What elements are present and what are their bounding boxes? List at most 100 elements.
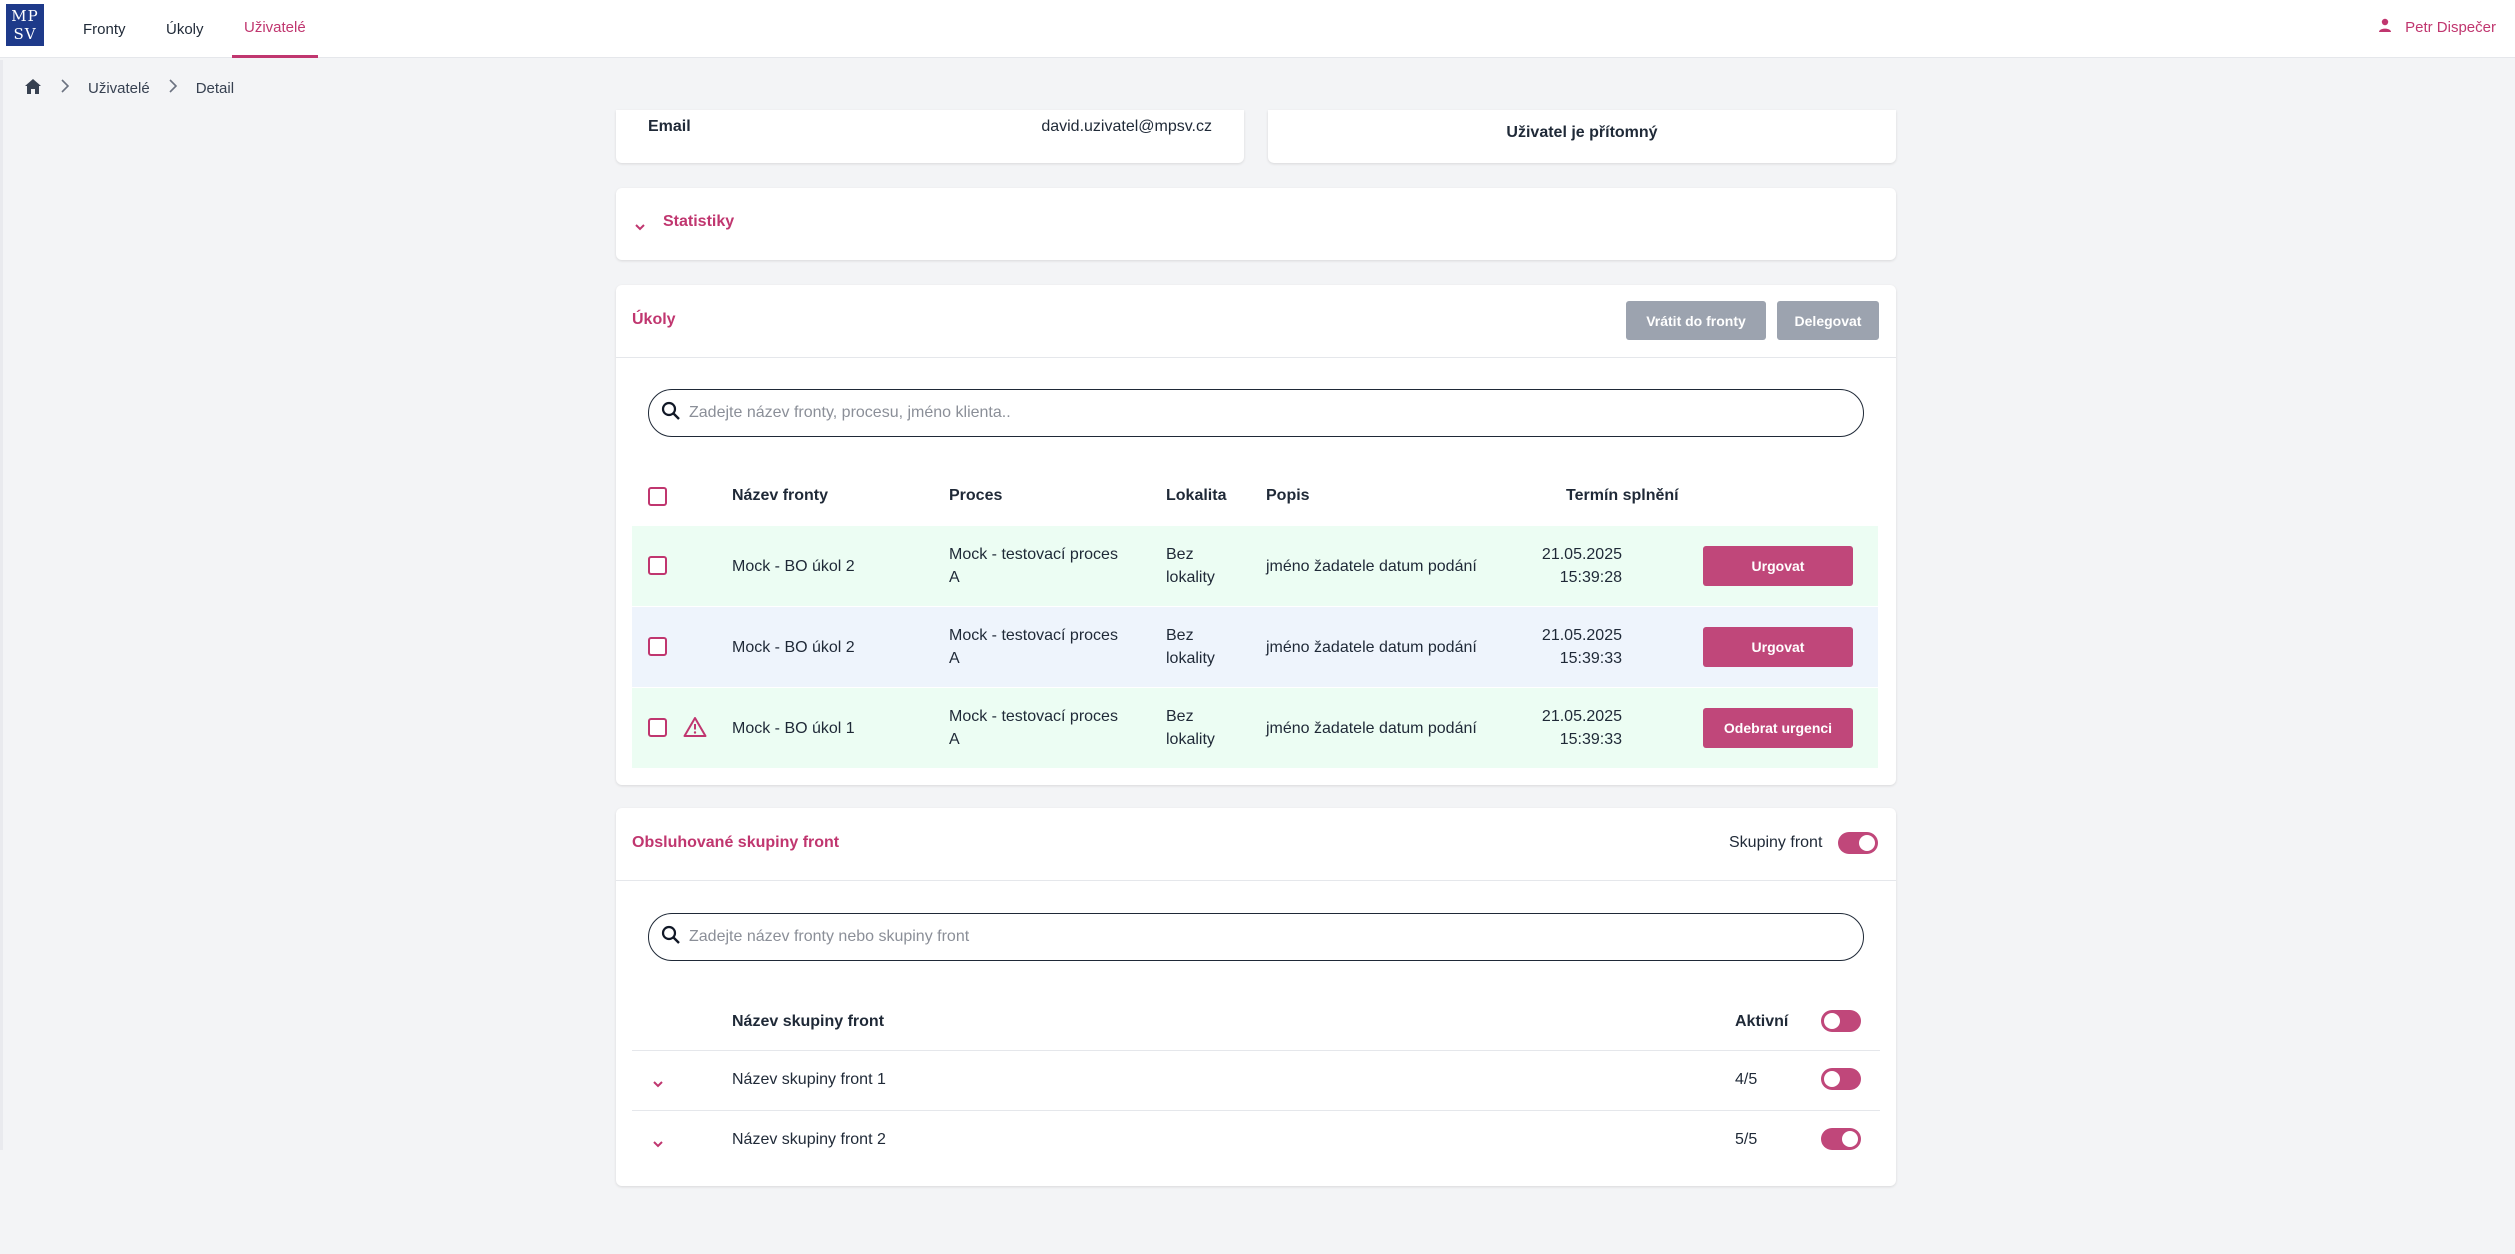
queue-name: Mock - BO úkol 1 <box>732 720 855 737</box>
deadline: 21.05.2025 15:39:33 <box>1502 705 1622 751</box>
deadline-date: 21.05.2025 <box>1541 627 1622 644</box>
process-line: Mock - testovací proces <box>949 627 1118 644</box>
divider <box>616 357 1896 358</box>
chevron-down-icon[interactable] <box>652 1075 664 1093</box>
column-header-active[interactable]: Aktivní <box>1735 1013 1789 1030</box>
group-search[interactable] <box>648 913 1864 961</box>
chevron-right-icon <box>168 79 178 97</box>
search-icon <box>661 925 681 950</box>
group-name: Název skupiny front 1 <box>732 1071 886 1088</box>
process-name: Mock - testovací proces A <box>949 624 1118 670</box>
locality-line: lokality <box>1166 731 1215 748</box>
group-search-input[interactable] <box>689 928 1839 946</box>
locality: Bez lokality <box>1166 543 1215 589</box>
select-all-checkbox[interactable] <box>648 487 667 506</box>
column-header-locality[interactable]: Lokalita <box>1166 487 1227 504</box>
group-active-toggle[interactable] <box>1821 1128 1861 1150</box>
locality-line: Bez <box>1166 546 1194 563</box>
table-row[interactable]: Mock - BO úkol 2 Mock - testovací proces… <box>632 526 1878 606</box>
nav-item-label: Uživatelé <box>244 19 306 36</box>
table-row[interactable]: Mock - BO úkol 1 Mock - testovací proces… <box>632 688 1878 768</box>
queue-groups-panel: Obsluhované skupiny front Skupiny front … <box>616 808 1896 1186</box>
logo-text-top: MP <box>11 7 39 25</box>
process-name: Mock - testovací proces A <box>949 705 1118 751</box>
queue-groups-toggle[interactable] <box>1838 832 1878 854</box>
process-name: Mock - testovací proces A <box>949 543 1118 589</box>
urge-button[interactable]: Urgovat <box>1703 546 1853 586</box>
user-email-card: Email david.uzivatel@mpsv.cz <box>616 110 1244 163</box>
presence-status: Uživatel je přítomný <box>1506 124 1658 141</box>
deadline-date: 21.05.2025 <box>1541 708 1622 725</box>
logo-text-bottom: SV <box>13 25 37 43</box>
column-header-description[interactable]: Popis <box>1266 487 1310 504</box>
breadcrumb-item-uzivatele[interactable]: Uživatelé <box>88 79 150 97</box>
delegate-button[interactable]: Delegovat <box>1777 301 1879 340</box>
nav-item-fronty[interactable]: Fronty <box>83 0 126 58</box>
process-line: Mock - testovací proces <box>949 546 1118 563</box>
queue-name: Mock - BO úkol 2 <box>732 639 855 656</box>
process-line: Mock - testovací proces <box>949 708 1118 725</box>
statistics-panel[interactable]: Statistiky <box>616 188 1896 260</box>
group-count: 5/5 <box>1735 1131 1758 1148</box>
group-count: 4/5 <box>1735 1071 1758 1088</box>
sidebar-edge <box>0 60 3 1150</box>
user-name: Petr Dispečer <box>2405 18 2496 36</box>
locality-line: lokality <box>1166 650 1215 667</box>
table-row[interactable]: Mock - BO úkol 2 Mock - testovací proces… <box>632 607 1878 687</box>
group-name: Název skupiny front 2 <box>732 1131 886 1148</box>
all-groups-active-toggle[interactable] <box>1821 1010 1861 1032</box>
nav-item-uzivatele[interactable]: Uživatelé <box>232 0 318 58</box>
chevron-down-icon[interactable] <box>634 218 646 236</box>
search-icon <box>661 401 681 426</box>
presence-card: Uživatel je přítomný <box>1268 110 1896 163</box>
tasks-panel: Úkoly Vrátit do fronty Delegovat Název f… <box>616 285 1896 785</box>
mpsv-logo[interactable]: MP SV <box>6 4 44 46</box>
locality-line: Bez <box>1166 708 1194 725</box>
remove-urgency-button[interactable]: Odebrat urgenci <box>1703 708 1853 748</box>
top-navigation-bar: MP SV Fronty Úkoly Uživatelé Petr Dispeč… <box>0 0 2515 58</box>
toggle-knob <box>1842 1131 1858 1147</box>
return-to-queue-button[interactable]: Vrátit do fronty <box>1626 301 1766 340</box>
deadline-time: 15:39:33 <box>1559 650 1622 667</box>
user-menu[interactable]: Petr Dispečer <box>2377 0 2496 54</box>
nav-item-label: Úkoly <box>166 20 204 38</box>
process-line: A <box>949 650 960 667</box>
deadline: 21.05.2025 15:39:33 <box>1502 624 1622 670</box>
nav-item-ukoly[interactable]: Úkoly <box>166 0 204 58</box>
row-checkbox[interactable] <box>648 718 667 737</box>
breadcrumb: Uživatelé Detail <box>24 76 234 100</box>
deadline: 21.05.2025 15:39:28 <box>1502 543 1622 589</box>
locality: Bez lokality <box>1166 624 1215 670</box>
column-header-process[interactable]: Proces <box>949 487 1003 504</box>
chevron-right-icon <box>60 79 70 97</box>
toggle-knob <box>1859 835 1875 851</box>
deadline-time: 15:39:33 <box>1559 731 1622 748</box>
tasks-title: Úkoly <box>632 311 676 328</box>
locality-line: lokality <box>1166 569 1215 586</box>
column-header-queue[interactable]: Název fronty <box>732 487 829 504</box>
process-line: A <box>949 731 960 748</box>
home-icon[interactable] <box>24 78 42 99</box>
warning-icon <box>683 716 707 743</box>
row-checkbox[interactable] <box>648 556 667 575</box>
divider <box>632 1110 1880 1111</box>
toggle-knob <box>1824 1071 1840 1087</box>
breadcrumb-item-detail: Detail <box>195 79 235 97</box>
user-icon <box>2377 17 2393 37</box>
locality: Bez lokality <box>1166 705 1215 751</box>
locality-line: Bez <box>1166 627 1194 644</box>
task-search[interactable] <box>648 389 1864 437</box>
process-line: A <box>949 569 960 586</box>
list-item[interactable]: Název skupiny front 1 4/5 <box>632 1051 1880 1110</box>
column-header-deadline[interactable]: Termín splnění <box>1566 487 1679 504</box>
task-search-input[interactable] <box>689 404 1839 422</box>
list-item[interactable]: Název skupiny front 2 5/5 <box>632 1111 1880 1170</box>
chevron-down-icon[interactable] <box>652 1135 664 1153</box>
urge-button[interactable]: Urgovat <box>1703 627 1853 667</box>
column-header-group-name[interactable]: Název skupiny front <box>732 1013 885 1030</box>
group-active-toggle[interactable] <box>1821 1068 1861 1090</box>
description: jméno žadatele datum podání <box>1266 558 1477 575</box>
toggle-knob <box>1824 1013 1840 1029</box>
row-checkbox[interactable] <box>648 637 667 656</box>
statistics-title[interactable]: Statistiky <box>663 213 735 230</box>
